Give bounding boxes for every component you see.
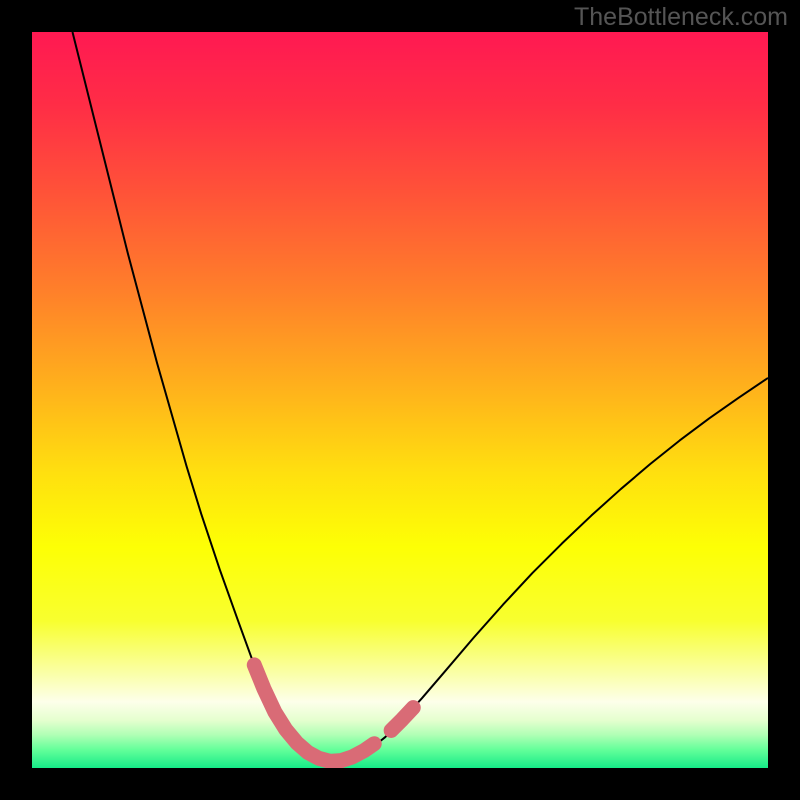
bottleneck-chart: [32, 32, 768, 768]
watermark-text: TheBottleneck.com: [574, 3, 788, 32]
chart-background: [32, 32, 768, 768]
stage: TheBottleneck.com: [0, 0, 800, 800]
chart-svg: [32, 32, 768, 768]
